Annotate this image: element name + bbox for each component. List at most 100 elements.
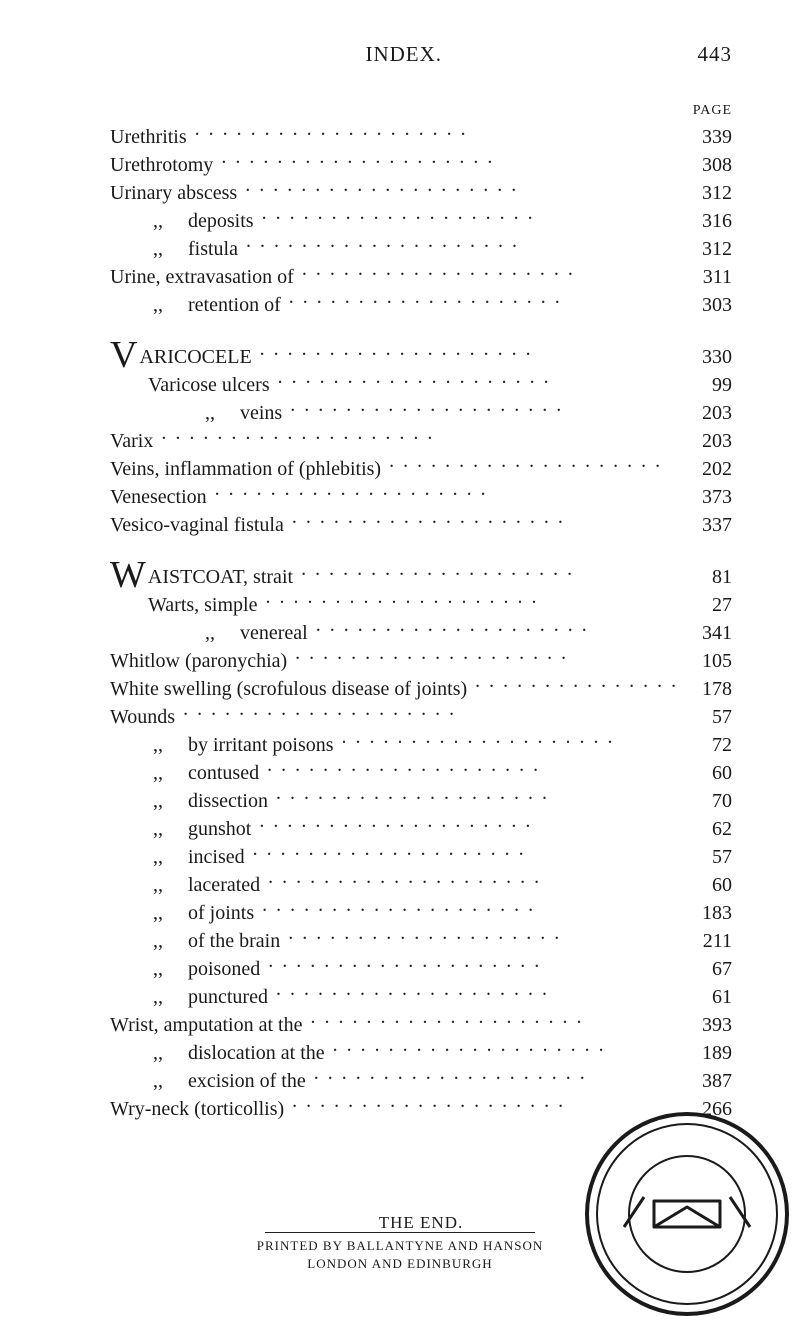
index-entry: ,, poisoned67 (110, 955, 732, 983)
ditto-mark: ,, (148, 291, 168, 319)
ditto-mark: ,, (148, 235, 168, 263)
entry-page: 81 (684, 563, 732, 591)
entry-text: excision of the (188, 1070, 306, 1092)
entry-page: 178 (684, 675, 732, 703)
index-entry: ,, of joints 183 (110, 899, 732, 927)
entry-text: lacerated (188, 874, 260, 896)
entry-page: 99 (684, 371, 732, 399)
library-stamp (582, 1109, 792, 1319)
entry-page: 203 (684, 427, 732, 455)
entry-label: WAISTCOAT, strait (110, 563, 293, 591)
index-entry: ,, gunshot 62 (110, 815, 732, 843)
entry-text: contused (188, 762, 259, 784)
leader-dots (259, 815, 676, 835)
entry-label: Wry-neck (torticollis) (110, 1095, 284, 1123)
imprint-rule (265, 1232, 535, 1233)
entry-text: Wrist, amputation at the (110, 1014, 302, 1036)
entry-text: AISTCOAT, strait (148, 566, 293, 588)
index-entry: ,, incised57 (110, 843, 732, 871)
index-entry: Veins, inflammation of (phlebitis) 202 (110, 455, 732, 483)
entry-text: Vesico-vaginal fistula (110, 514, 284, 536)
entry-label: Venesection (110, 483, 207, 511)
index-entry: Urine, extravasation of311 (110, 263, 732, 291)
dropcap: V (110, 341, 139, 369)
leader-dots (267, 759, 676, 779)
entry-label: Urethrotomy (110, 151, 213, 179)
dropcap: W (110, 561, 148, 589)
leader-dots (161, 427, 676, 447)
index-block: Urethritis339Urethrotomy308Urinary absce… (110, 123, 732, 319)
ditto-mark: ,, (148, 1067, 168, 1095)
index-entry: Venesection373 (110, 483, 732, 511)
entry-text: dissection (188, 790, 268, 812)
entry-label: ,, incised (148, 843, 245, 871)
entry-label: ,, fistula (148, 235, 238, 263)
entry-label: ,, of joints (148, 899, 254, 927)
index-block: VARICOCELE330Varicose ulcers 99,, veins20… (110, 343, 732, 539)
leader-dots (268, 871, 676, 891)
leader-dots (302, 263, 676, 283)
entry-label: Urinary abscess (110, 179, 237, 207)
running-title: INDEX. (365, 42, 442, 67)
leader-dots (260, 343, 676, 363)
entry-text: Wry-neck (torticollis) (110, 1098, 284, 1120)
entry-page: 211 (684, 927, 732, 955)
entry-label: ,, lacerated (148, 871, 260, 899)
entry-text: Veins, inflammation of (phlebitis) (110, 458, 381, 480)
index-entry: VARICOCELE330 (110, 343, 732, 371)
entry-label: Varicose ulcers (148, 371, 270, 399)
entry-page: 60 (684, 759, 732, 787)
entry-page: 312 (684, 179, 732, 207)
running-head: INDEX. 443 (110, 42, 732, 67)
ditto-mark: ,, (148, 983, 168, 1011)
leader-dots (215, 483, 676, 503)
entry-text: dislocation at the (188, 1042, 325, 1064)
entry-page: 330 (684, 343, 732, 371)
page-number: 443 (697, 42, 732, 67)
entry-page: 312 (684, 235, 732, 263)
entry-page: 27 (684, 591, 732, 619)
entry-page: 61 (684, 983, 732, 1011)
index-page: INDEX. 443 PAGE Urethritis339Urethrotomy… (0, 0, 800, 1233)
leader-dots (314, 1067, 676, 1087)
entry-page: 202 (684, 455, 732, 483)
index-entry: Vesico-vaginal fistula337 (110, 511, 732, 539)
entry-text: of the brain (188, 930, 280, 952)
entry-text: deposits (188, 210, 254, 232)
ditto-mark: ,, (148, 927, 168, 955)
ditto-mark: ,, (148, 1039, 168, 1067)
leader-dots (195, 123, 676, 143)
entry-page: 303 (684, 291, 732, 319)
entry-page: 105 (684, 647, 732, 675)
entry-label: Wrist, amputation at the (110, 1011, 302, 1039)
entry-label: ,, retention of (148, 291, 281, 319)
index-entry: ,, punctured61 (110, 983, 732, 1011)
entry-label: ,, gunshot (148, 815, 251, 843)
leader-dots (289, 291, 676, 311)
index-entry: Urinary abscess 312 (110, 179, 732, 207)
ditto-mark: ,, (148, 815, 168, 843)
index-entry: Wrist, amputation at the393 (110, 1011, 732, 1039)
entry-page: 203 (684, 399, 732, 427)
entry-page: 316 (684, 207, 732, 235)
index-entry: Urethrotomy308 (110, 151, 732, 179)
entry-text: Wounds (110, 706, 175, 728)
entry-label: ,, dislocation at the (148, 1039, 325, 1067)
entry-page: 62 (684, 815, 732, 843)
entry-text: incised (188, 846, 245, 868)
entry-page: 387 (684, 1067, 732, 1095)
index-entry: ,, veins203 (110, 399, 732, 427)
entry-label: ,, venereal (200, 619, 308, 647)
leader-dots (290, 399, 676, 419)
entry-page: 183 (684, 899, 732, 927)
entry-page: 311 (684, 263, 732, 291)
entry-label: Veins, inflammation of (phlebitis) (110, 455, 381, 483)
entry-page: 339 (684, 123, 732, 151)
entry-label: ,, contused (148, 759, 259, 787)
leader-dots (253, 843, 676, 863)
ditto-mark: ,, (148, 843, 168, 871)
leader-dots (276, 787, 676, 807)
entry-text: Warts, simple (148, 594, 257, 616)
entry-text: retention of (188, 294, 281, 316)
leader-dots (475, 675, 676, 695)
